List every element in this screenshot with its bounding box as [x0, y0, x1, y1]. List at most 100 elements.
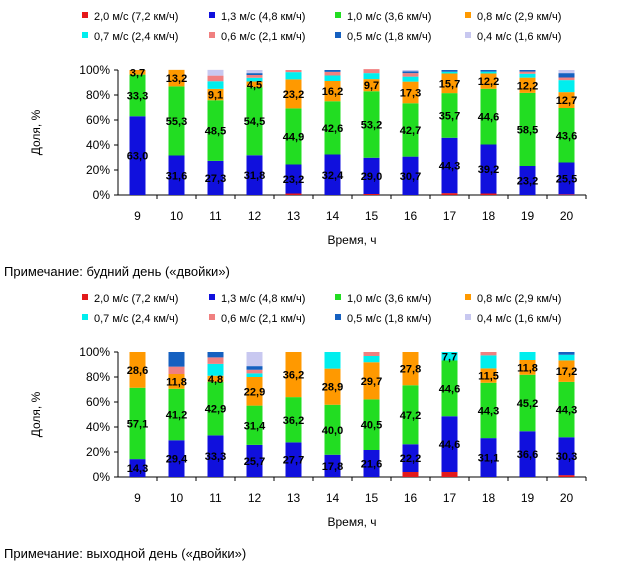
chart1-data-label-20-s2: 25,5 [556, 173, 577, 185]
chart2-data-label-15-s2: 21,6 [361, 459, 382, 471]
chart1-bar-20-s3 [558, 108, 575, 163]
chart2-legend-swatch-4 [465, 294, 471, 300]
chart2-x-tick-label-13: 13 [287, 491, 301, 505]
chart1-bar-16-s2 [402, 156, 419, 195]
chart1-bar-16-s8 [402, 70, 419, 72]
chart2-data-label-14-s4: 28,9 [322, 382, 343, 394]
chart1-legend-swatch-5 [82, 32, 88, 38]
chart2-legend-label-4: 0,8 м/с (2,9 км/ч) [477, 293, 561, 305]
chart2-data-label-17-s2: 44,6 [439, 439, 460, 451]
chart2-legend-swatch-6 [209, 314, 215, 320]
chart1-bar-20-s6 [558, 77, 575, 81]
chart1-bar-12-s5 [246, 77, 263, 82]
chart1-bar-9-s3 [129, 74, 146, 117]
chart1-data-label-10-s2: 31,6 [166, 170, 187, 182]
chart2-data-label-18-s2: 31,1 [478, 453, 499, 465]
chart1-bar-12-s7 [246, 73, 263, 75]
chart2-y-tick-label-2: 40% [86, 420, 110, 434]
chart2-legend-label-5: 0,7 м/с (2,4 км/ч) [94, 313, 178, 325]
chart1-bar-19-s2 [519, 166, 536, 195]
chart1-legend-swatch-3 [335, 12, 341, 18]
chart2-data-label-12-s2: 25,7 [244, 456, 265, 468]
chart1-legend-label-7: 0,5 м/с (1,8 км/ч) [347, 31, 431, 43]
chart1-data-label-12-s2: 31,8 [244, 170, 265, 182]
chart1-data-label-13-s2: 23,2 [283, 174, 304, 186]
chart1-data-label-17-s4: 15,7 [439, 78, 460, 90]
chart1-bar-11-s2 [207, 160, 224, 195]
chart1-bar-20-s1 [558, 194, 575, 195]
chart1-data-label-15-s4: 9,7 [364, 80, 379, 92]
chart2-bar-11-s2 [207, 435, 224, 477]
chart1-x-tick-label-10: 10 [170, 209, 184, 223]
chart1-bar-15-s1 [363, 194, 380, 195]
chart2-bar-12-s5 [246, 373, 263, 377]
chart2-bar-17-s2 [441, 416, 458, 472]
chart1-x-tick-label-18: 18 [482, 209, 496, 223]
chart2-data-label-9-s3: 57,1 [127, 418, 148, 430]
chart2-data-label-11-s3: 42,9 [205, 404, 226, 416]
chart1-x-tick-label-12: 12 [248, 209, 262, 223]
chart1-x-tick-label-15: 15 [365, 209, 379, 223]
chart1-bar-13-s3 [285, 108, 302, 165]
chart1-y-tick-label-2: 40% [86, 138, 110, 152]
chart1-data-label-17-s3: 35,7 [439, 110, 460, 122]
chart1-data-label-10-s4: 13,2 [166, 73, 187, 85]
chart2-data-label-16-s2: 22,2 [400, 453, 421, 465]
chart2-legend-label-2: 1,3 м/с (4,8 км/ч) [221, 293, 305, 305]
chart2-bar-20-s5 [558, 354, 575, 361]
chart1-bar-10-s2 [168, 155, 185, 195]
chart2-data-label-16-s3: 47,2 [400, 410, 421, 422]
chart1-y-tick-label-0: 0% [93, 188, 111, 202]
chart1-bar-18-s7 [480, 70, 497, 72]
chart1-y-axis-title: Доля, % [29, 109, 43, 155]
chart2-bar-13-s2 [285, 442, 302, 477]
chart2-bar-12-s6 [246, 369, 263, 374]
chart2-data-label-16-s4: 27,8 [400, 364, 421, 376]
chart2-bar-11-s7 [207, 352, 224, 358]
chart2-y-tick-label-1: 20% [86, 445, 110, 459]
chart1-data-label-19-s3: 58,5 [517, 124, 538, 136]
chart1-x-axis-title: Время, ч [327, 233, 376, 247]
chart1-bar-14-s3 [324, 101, 341, 155]
chart1-data-label-16-s3: 42,7 [400, 125, 421, 137]
chart2-legend-swatch-3 [335, 294, 341, 300]
chart2-data-label-11-s4: 4,8 [208, 374, 223, 386]
chart2-data-label-20-s4: 17,2 [556, 366, 577, 378]
chart1-bar-11-s6 [207, 75, 224, 82]
chart2-data-label-15-s4: 29,7 [361, 376, 382, 388]
chart1-data-label-13-s3: 44,9 [283, 131, 304, 143]
chart1-x-tick-label-19: 19 [521, 209, 535, 223]
chart2-bar-12-s2 [246, 444, 263, 477]
chart1-data-label-11-s4: 9,1 [208, 90, 223, 102]
chart1-bar-13-s1 [285, 193, 302, 195]
chart2-x-tick-label-12: 12 [248, 491, 262, 505]
chart2-bar-20-s2 [558, 437, 575, 476]
chart2-legend-swatch-5 [82, 314, 88, 320]
chart1-data-label-17-s2: 44,3 [439, 160, 460, 172]
chart1-legend-swatch-7 [335, 32, 341, 38]
chart1-data-label-18-s4: 12,2 [478, 76, 499, 88]
chart2-bar-18-s3 [480, 382, 497, 439]
chart1-data-label-15-s3: 53,2 [361, 120, 382, 132]
chart1-data-label-13-s4: 23,2 [283, 89, 304, 101]
chart2-bar-15-s4 [363, 362, 380, 400]
chart1-legend-label-4: 0,8 м/с (2,9 км/ч) [477, 11, 561, 23]
chart2-data-label-14-s2: 17,8 [322, 461, 343, 473]
chart2-data-label-10-s2: 29,4 [166, 454, 188, 466]
chart2-data-label-15-s3: 40,5 [361, 420, 382, 432]
chart2-bar-10-s7 [168, 352, 185, 367]
chart2-data-label-10-s4: 11,8 [166, 376, 187, 388]
chart1-bar-12-s2 [246, 155, 263, 195]
chart2-bar-18-s2 [480, 438, 497, 477]
chart2-x-tick-label-19: 19 [521, 491, 535, 505]
chart1-bar-20-s2 [558, 162, 575, 195]
chart1-bar-17-s7 [441, 70, 458, 72]
chart2-bar-11-s6 [207, 357, 224, 364]
chart1-bar-13-s6 [285, 70, 302, 73]
chart1-bar-9-s4 [129, 70, 146, 75]
chart2-bar-9-s2 [129, 459, 146, 477]
chart2-legend-swatch-8 [465, 314, 471, 320]
chart2-x-tick-label-15: 15 [365, 491, 379, 505]
chart1-bar-12-s6 [246, 75, 263, 78]
chart1-bar-20-s7 [558, 73, 575, 78]
